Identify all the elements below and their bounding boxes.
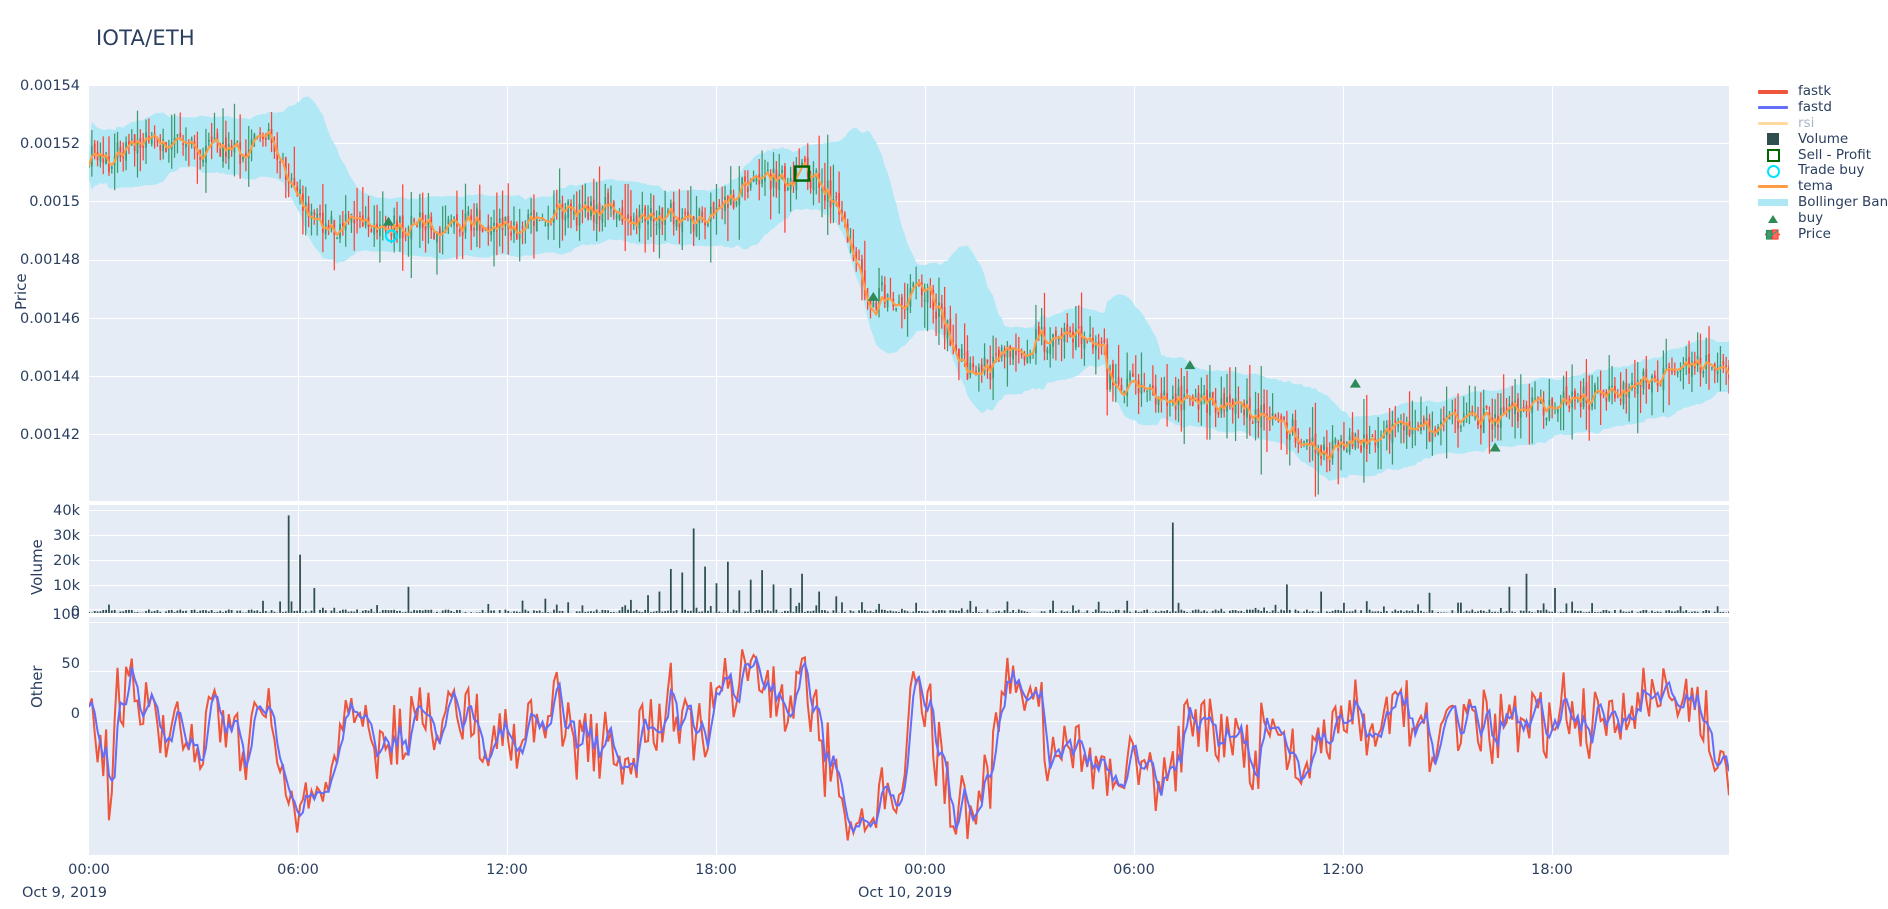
xtick-2: 12:00 <box>486 862 528 878</box>
buy-marker <box>1489 442 1501 452</box>
buy-marker <box>382 216 394 226</box>
legend-item-volume[interactable]: Volume <box>1756 131 1888 147</box>
ytick-volume-3: 10k <box>53 578 80 594</box>
ytick-price-4: 0.00146 <box>20 311 80 327</box>
legend-label: buy <box>1798 209 1824 226</box>
buy-marker <box>1184 360 1196 370</box>
line-icon <box>1756 116 1790 131</box>
xtick-7: 18:00 <box>1531 862 1573 878</box>
ytick-other-0: 100 <box>52 607 80 623</box>
ytick-price-3: 0.00148 <box>20 252 80 268</box>
sell-profit-marker <box>793 165 811 182</box>
line-icon <box>1756 84 1790 99</box>
ytick-price-0: 0.00154 <box>20 78 80 94</box>
volume-subplot <box>89 505 1729 613</box>
trade-markers <box>382 165 1501 452</box>
trade-buy-marker <box>384 229 398 243</box>
legend-item-bollinger-band[interactable]: Bollinger Band <box>1756 193 1888 211</box>
axis-title-other: Other <box>28 665 46 708</box>
triangle-up-icon <box>1756 211 1790 226</box>
legend-label: Volume <box>1798 130 1849 147</box>
square-icon <box>1756 132 1790 147</box>
ytick-price-1: 0.00152 <box>20 136 80 152</box>
square-open-icon <box>1756 148 1790 163</box>
axis-title-price: Price <box>12 273 30 310</box>
legend-item-fastk[interactable]: fastk <box>1756 84 1888 100</box>
xtick-4: 00:00 <box>904 862 946 878</box>
volume-bars <box>89 515 1729 613</box>
ytick-volume-0: 40k <box>53 503 80 519</box>
legend-item-buy[interactable]: buy <box>1756 210 1888 226</box>
ytick-volume-1: 30k <box>53 528 80 544</box>
ytick-price-6: 0.00142 <box>20 427 80 443</box>
xaxis-date-label-0: Oct 9, 2019 <box>22 885 108 901</box>
line-icon <box>1756 100 1790 115</box>
legend-label: Bollinger Band <box>1798 193 1888 210</box>
legend-item-rsi[interactable]: rsi <box>1756 114 1888 132</box>
xtick-1: 06:00 <box>277 862 319 878</box>
tema-line <box>89 130 1729 461</box>
legend-item-trade-buy[interactable]: Trade buy <box>1756 163 1888 179</box>
xtick-6: 12:00 <box>1322 862 1364 878</box>
xtick-0: 00:00 <box>68 862 110 878</box>
legend-label: fastk <box>1798 83 1832 100</box>
legend-label: Sell - Profit <box>1798 146 1872 163</box>
ytick-other-2: 0 <box>70 706 80 722</box>
legend-label: rsi <box>1798 114 1815 131</box>
fastd-line <box>89 655 1729 834</box>
legend-item-fastd[interactable]: fastd <box>1756 100 1888 116</box>
line-icon <box>1756 179 1790 194</box>
legend-label: Trade buy <box>1798 162 1865 179</box>
buy-marker <box>867 291 879 301</box>
legend-label: Price <box>1798 225 1831 242</box>
legend-item-sell-profit[interactable]: Sell - Profit <box>1756 147 1888 163</box>
ytick-volume-2: 20k <box>53 553 80 569</box>
volume-series-canvas <box>89 515 1729 613</box>
ytick-volume-4: 0 <box>70 604 80 620</box>
axis-title-volume: Volume <box>28 539 46 595</box>
candlestick-icon <box>1756 227 1790 242</box>
legend-item-tema[interactable]: tema <box>1756 179 1888 195</box>
xtick-5: 06:00 <box>1113 862 1155 878</box>
other-subplot <box>89 617 1729 855</box>
legend-item-price[interactable]: Price <box>1756 226 1888 242</box>
ytick-price-5: 0.00144 <box>20 369 80 385</box>
page-title: IOTA/ETH <box>96 26 195 50</box>
ytick-price-2: 0.0015 <box>29 194 80 210</box>
legend[interactable]: fastk fastd rsi Volume Sell - Profit Tra… <box>1756 84 1888 242</box>
band-icon <box>1756 195 1790 210</box>
xtick-3: 18:00 <box>695 862 737 878</box>
xaxis-date-label-1: Oct 10, 2019 <box>858 885 953 901</box>
bollinger-band-area <box>89 96 1729 481</box>
ytick-other-1: 50 <box>61 656 80 672</box>
legend-label: tema <box>1798 178 1834 195</box>
buy-marker <box>1349 378 1361 388</box>
other-series-canvas <box>89 649 1729 841</box>
legend-label: fastd <box>1798 99 1832 116</box>
price-series-canvas <box>89 96 1729 497</box>
circle-open-icon <box>1756 163 1790 178</box>
